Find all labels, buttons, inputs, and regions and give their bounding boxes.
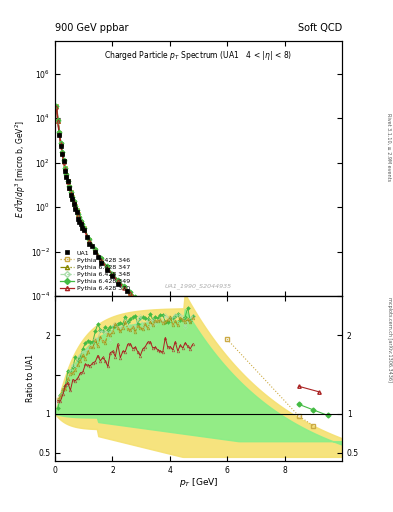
UA1 [80,225,84,231]
UA1 [93,249,97,255]
UA1 [63,167,68,174]
Text: Soft QCD: Soft QCD [298,23,342,33]
UA1 [116,281,121,287]
UA1 [167,330,172,336]
Y-axis label: Ratio to UA1: Ratio to UA1 [26,354,35,402]
UA1 [61,158,66,164]
UA1 [64,174,69,180]
UA1 [81,227,86,233]
Text: Rivet 3.1.10, ≥ 2.9M events: Rivet 3.1.10, ≥ 2.9M events [387,113,391,181]
UA1 [87,241,92,247]
UA1 [125,288,129,294]
UA1 [79,221,83,227]
UA1 [110,273,115,279]
UA1 [59,143,63,149]
UA1 [90,243,95,249]
Text: mcplots.cern.ch [arXiv:1306.3436]: mcplots.cern.ch [arXiv:1306.3436] [387,297,391,382]
UA1 [74,209,79,215]
UA1 [60,151,64,157]
UA1 [282,397,287,403]
UA1 [57,132,62,138]
UA1 [70,196,75,202]
UA1 [96,253,101,260]
UA1 [182,337,187,344]
UA1 [225,369,230,375]
UA1 [77,219,82,225]
UA1 [73,206,77,212]
UA1 [211,362,215,368]
X-axis label: $p_T$ [GeV]: $p_T$ [GeV] [179,476,218,489]
UA1 [67,185,72,191]
UA1 [311,411,316,417]
UA1 [84,234,89,241]
UA1 [253,387,258,393]
Text: UA1_1990_S2044935: UA1_1990_S2044935 [165,283,232,288]
UA1 [75,216,80,222]
Legend: UA1, Pythia 6.428 346, Pythia 6.428 347, Pythia 6.428 348, Pythia 6.428 349, Pyt: UA1, Pythia 6.428 346, Pythia 6.428 347,… [58,248,132,293]
UA1 [99,260,103,266]
Line: UA1: UA1 [57,132,316,416]
Y-axis label: $E\,d^3\!\sigma/dp^3$ [micro b, GeV$^2$]: $E\,d^3\!\sigma/dp^3$ [micro b, GeV$^2$] [14,119,28,218]
UA1 [139,303,143,309]
UA1 [71,201,76,207]
Text: Charged Particle $p_T$ Spectrum (UA1   4 < |$\eta$| < 8): Charged Particle $p_T$ Spectrum (UA1 4 <… [105,49,292,61]
UA1 [68,191,73,198]
UA1 [66,178,70,184]
Text: 900 GeV ppbar: 900 GeV ppbar [55,23,129,33]
UA1 [196,350,201,356]
UA1 [104,267,109,273]
UA1 [153,313,158,319]
